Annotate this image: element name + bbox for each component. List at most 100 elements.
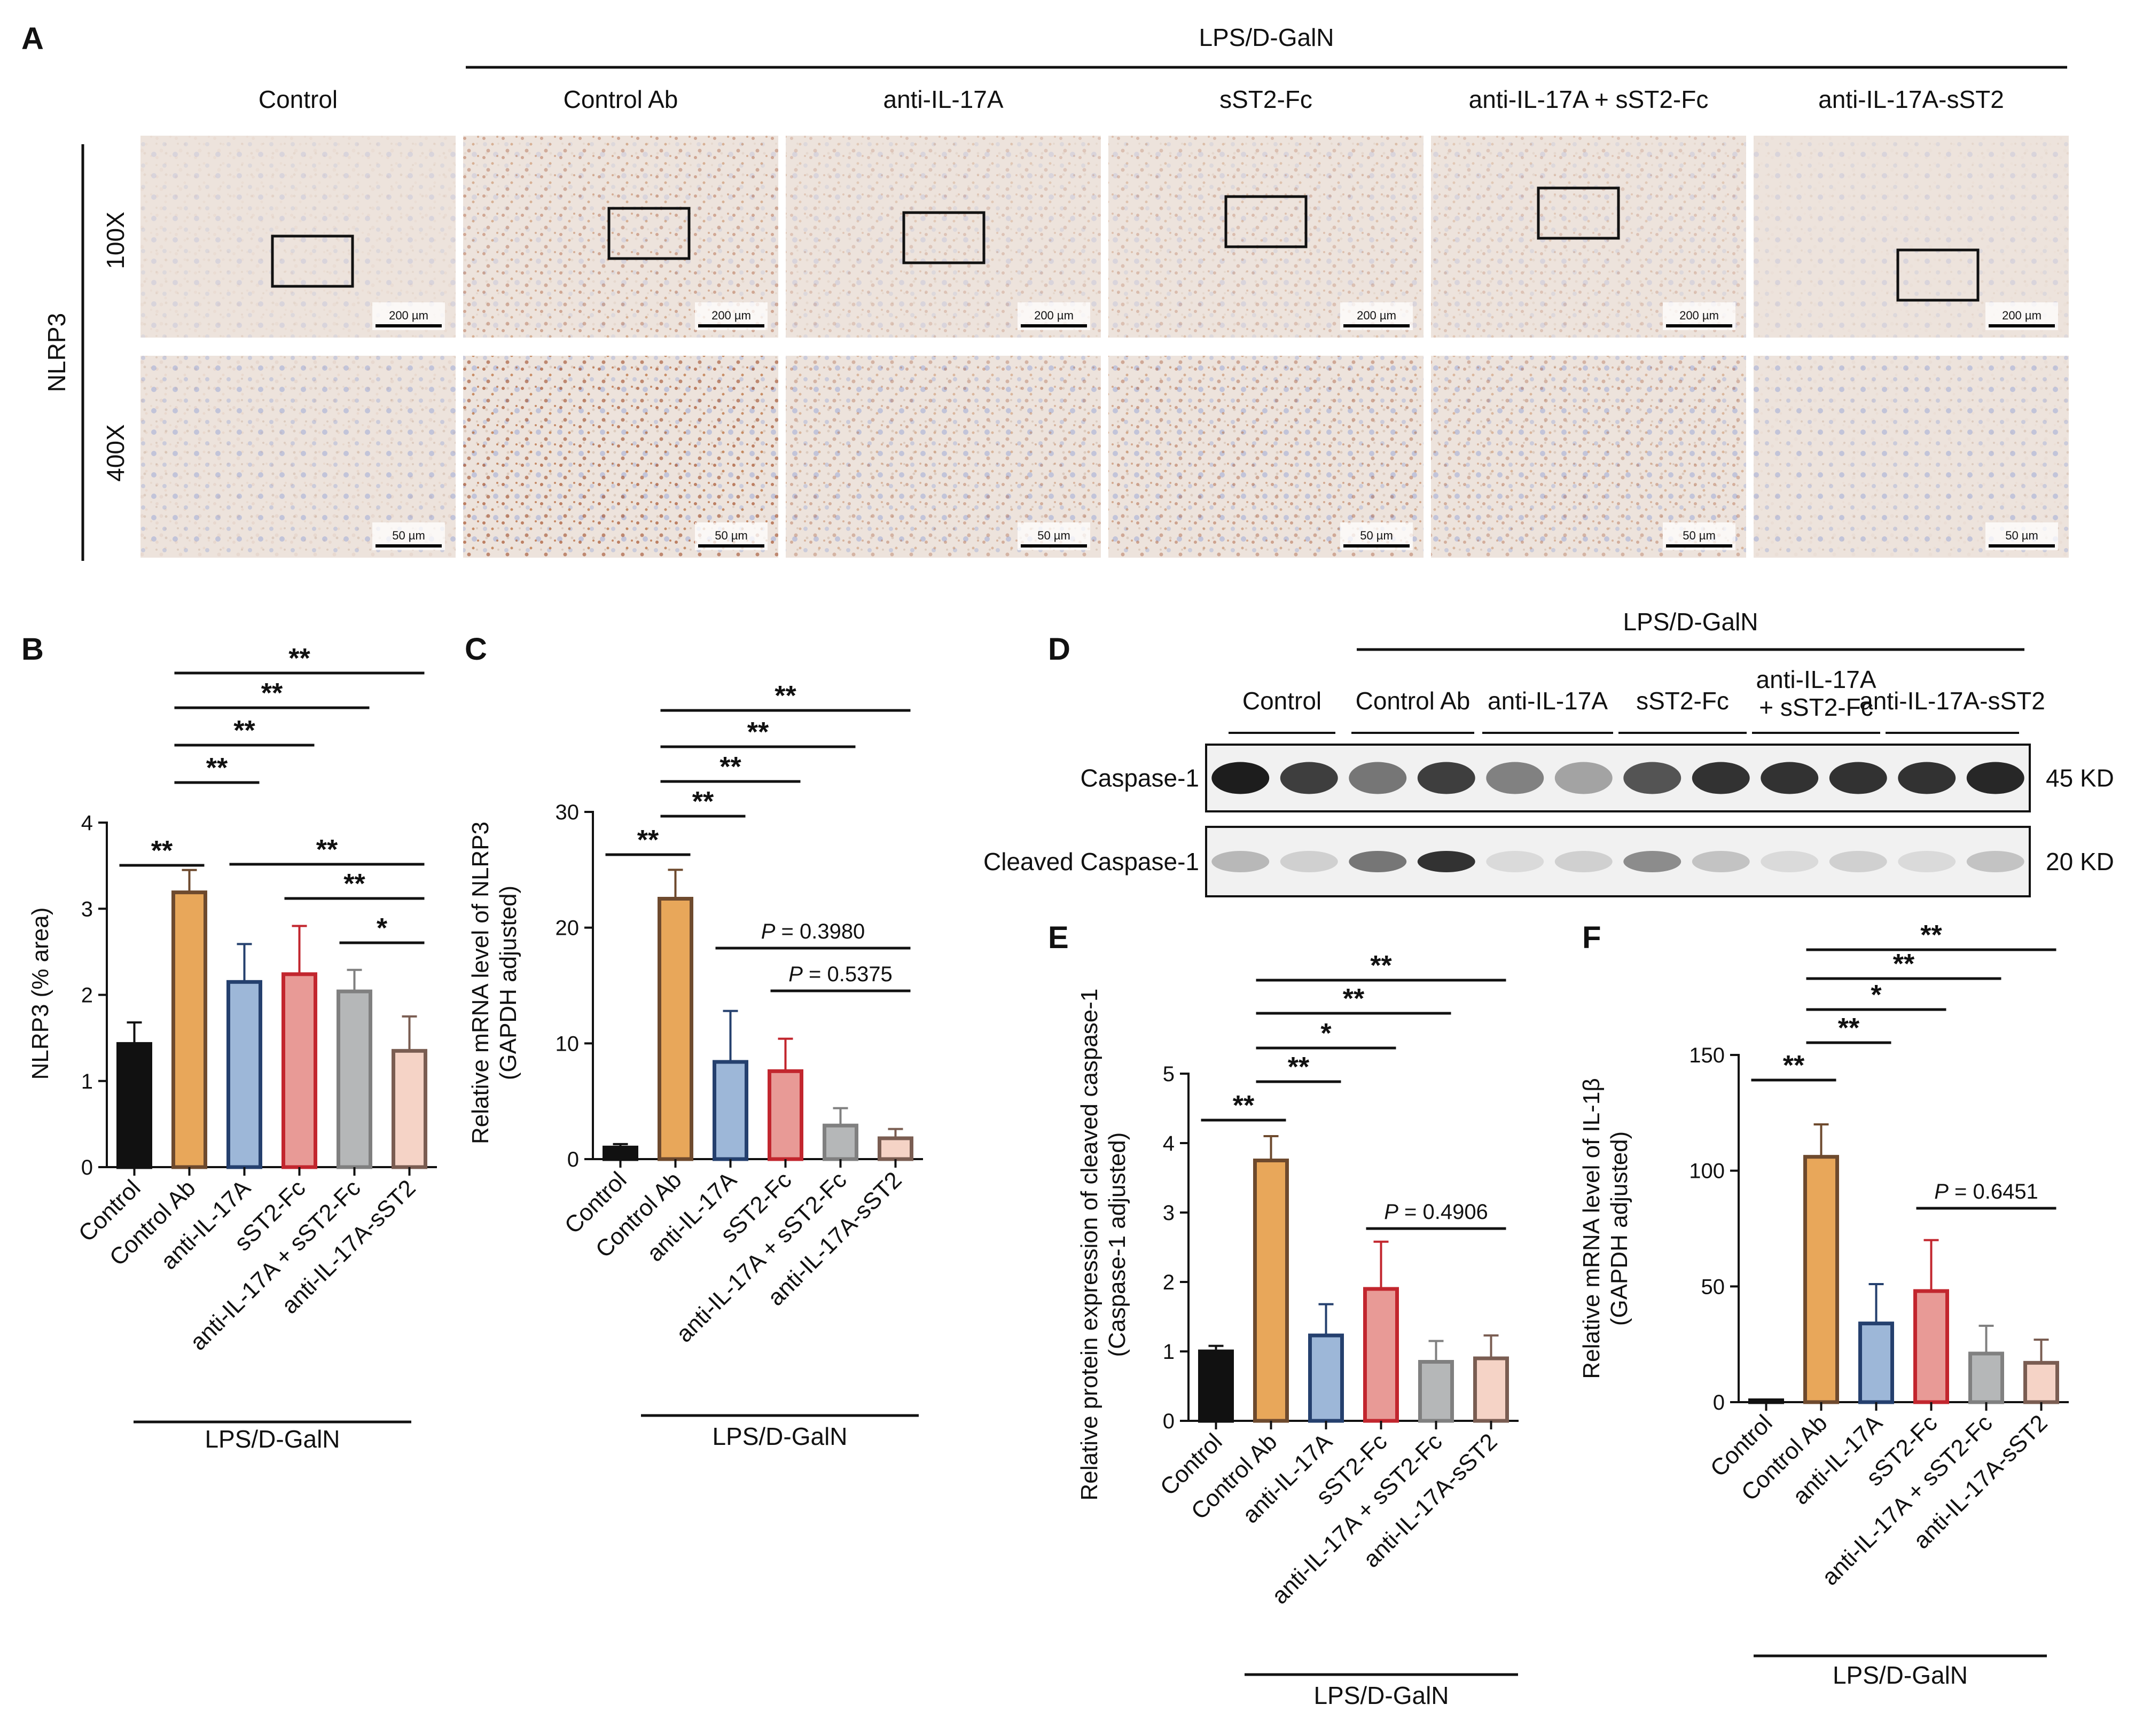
significance-p-value: P = 0.6451 xyxy=(1934,1180,2038,1203)
scale-bar-label: 50 µm xyxy=(392,529,425,542)
blot-band xyxy=(1829,762,1887,794)
blot-band xyxy=(1349,762,1407,794)
panel-a-header-4: anti-IL-17A + sST2-Fc xyxy=(1469,85,1709,113)
bar-2 xyxy=(226,980,262,1169)
blot-band xyxy=(1623,762,1681,794)
y-tick-label: 4 xyxy=(81,811,93,835)
y-tick-label: 0 xyxy=(1713,1391,1725,1414)
y-axis-label: Relative mRNA level of NLRP3 xyxy=(467,822,494,1144)
bar-3 xyxy=(768,1069,803,1161)
scale-bar-label: 200 µm xyxy=(1034,309,1074,322)
significance-stars: ** xyxy=(747,717,769,748)
treatment-label: LPS/D-GalN xyxy=(1313,1682,1449,1709)
scale-bar-label: 50 µm xyxy=(2005,529,2038,542)
significance-stars: ** xyxy=(261,678,283,709)
blot-size-label: 20 KD xyxy=(2046,848,2114,875)
y-tick-label: 1 xyxy=(1163,1340,1175,1364)
scale-bar-label: 200 µm xyxy=(1679,309,1719,322)
significance-stars: ** xyxy=(1783,1050,1805,1081)
blot-lane-label: Control Ab xyxy=(1356,687,1471,715)
scale-bar-label: 200 µm xyxy=(2002,309,2042,322)
blot-lane-label: Control xyxy=(1242,687,1321,715)
significance-stars: ** xyxy=(719,752,741,783)
y-tick-label: 2 xyxy=(81,984,93,1007)
blot-band xyxy=(1898,762,1956,794)
blot-band xyxy=(1417,762,1475,794)
panel-a-group-headers: Control Control Ab anti-IL-17A sST2-Fc anti-… xyxy=(259,85,2004,113)
panel-a-header-2: anti-IL-17A xyxy=(883,85,1003,113)
panel-letter-f: F xyxy=(1582,920,1601,955)
y-tick-label: 0 xyxy=(1163,1410,1175,1433)
significance-stars: ** xyxy=(233,715,255,746)
y-tick-label: 0 xyxy=(567,1148,579,1171)
treatment-label: LPS/D-GalN xyxy=(712,1422,847,1450)
significance-stars: * xyxy=(1871,980,1882,1011)
blot-band xyxy=(1761,851,1819,872)
panel-letter-c: C xyxy=(465,632,487,667)
y-axis-label: NLRP3 (% area) xyxy=(27,908,53,1080)
y-axis-label: Relative protein expression of cleaved c… xyxy=(1076,989,1102,1501)
chart-c: 0 10 20 30 Relative mRNA level of NLRP3 (GAPD… xyxy=(467,681,923,1450)
bar-4 xyxy=(823,1123,858,1161)
bar-5 xyxy=(2023,1360,2059,1404)
significance-stars: ** xyxy=(775,681,796,711)
significance-stars: ** xyxy=(151,835,173,866)
scale-bar-label: 200 µm xyxy=(711,309,751,322)
bar-5 xyxy=(392,1049,427,1169)
significance-stars: ** xyxy=(1838,1013,1860,1044)
significance-stars: ** xyxy=(1343,983,1365,1014)
y-tick-label: 50 xyxy=(1701,1275,1725,1299)
scale-bar-label: 200 µm xyxy=(1357,309,1396,322)
significance-stars: * xyxy=(377,913,388,944)
y-tick-label: 3 xyxy=(1163,1201,1175,1225)
y-tick-label: 10 xyxy=(556,1032,580,1055)
blot-size-label: 45 KD xyxy=(2046,764,2114,792)
blot-band xyxy=(1898,851,1956,872)
zoom-region-box xyxy=(1224,195,1308,248)
blot-band xyxy=(1692,762,1750,794)
scale-bar-label: 50 µm xyxy=(715,529,748,542)
panel-a-header-3: sST2-Fc xyxy=(1219,85,1312,113)
treatment-label: LPS/D-GalN xyxy=(205,1425,340,1453)
blot-band xyxy=(1692,851,1750,872)
y-tick-label: 150 xyxy=(1689,1044,1725,1067)
bar-2 xyxy=(713,1060,748,1161)
bar-3 xyxy=(1363,1287,1399,1423)
significance-p-value: P = 0.3980 xyxy=(761,920,865,943)
panel-a-header-5: anti-IL-17A-sST2 xyxy=(1818,85,2004,113)
bar-4 xyxy=(1418,1360,1454,1423)
bar-1 xyxy=(658,897,693,1161)
significance-stars: * xyxy=(1320,1018,1332,1049)
significance-stars: ** xyxy=(1893,949,1915,980)
scale-bar-label: 50 µm xyxy=(1360,529,1393,542)
bar-2 xyxy=(1858,1321,1894,1404)
blot-band xyxy=(1623,851,1681,872)
panel-letter-d: D xyxy=(1048,632,1070,667)
scale-bar-label: 50 µm xyxy=(1037,529,1070,542)
blot-band xyxy=(1417,851,1475,872)
blot-band xyxy=(1349,851,1407,872)
blot-row-label: Caspase-1 xyxy=(1081,764,1199,792)
blot-row-label: Cleaved Caspase-1 xyxy=(983,848,1199,875)
panel-d-treatment-label: LPS/D-GalN xyxy=(1623,608,1758,636)
significance-stars: ** xyxy=(316,834,338,865)
bar-5 xyxy=(1473,1356,1509,1423)
bar-0 xyxy=(116,1042,152,1169)
y-tick-label: 20 xyxy=(556,917,580,940)
significance-stars: ** xyxy=(637,825,659,856)
panel-letter-e: E xyxy=(1048,920,1069,955)
bar-1 xyxy=(1803,1155,1839,1404)
blot-lane-label: + sST2-Fc xyxy=(1759,693,1873,721)
significance-p-value: P = 0.5375 xyxy=(788,963,893,986)
blot-band xyxy=(1486,851,1544,872)
panel-a-treatment-label: LPS/D-GalN xyxy=(1199,24,1334,51)
y-tick-label: 100 xyxy=(1689,1160,1725,1183)
y-tick-label: 0 xyxy=(81,1156,93,1179)
blot-band xyxy=(1554,762,1613,794)
significance-stars: ** xyxy=(1920,920,1942,951)
blot-band xyxy=(1280,762,1338,794)
significance-stars: ** xyxy=(1233,1090,1255,1121)
y-axis-label: (Caspase-1 adjusted) xyxy=(1104,1132,1130,1357)
